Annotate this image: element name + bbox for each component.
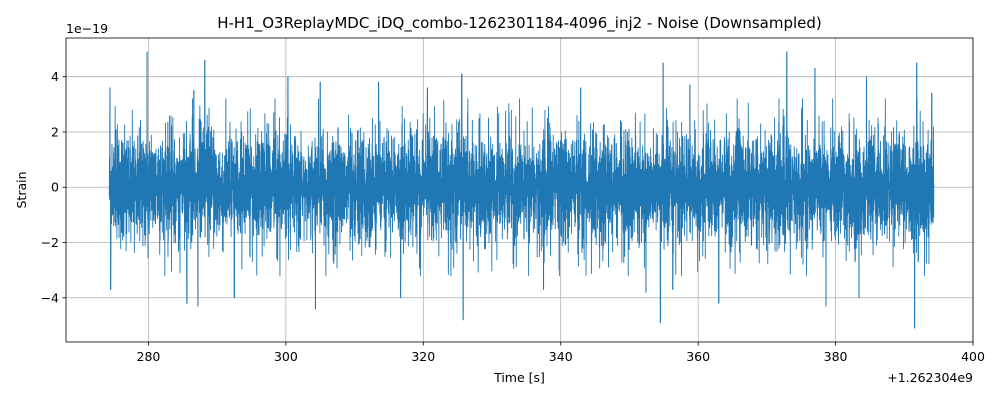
chart-title: H-H1_O3ReplayMDC_iDQ_combo-1262301184-40… [217, 14, 822, 33]
y-axis-ticks: −4 −2 0 2 4 [41, 69, 66, 305]
y-tick-label: −2 [41, 235, 59, 250]
x-tick-label: 340 [549, 349, 573, 364]
x-tick-label: 380 [824, 349, 848, 364]
x-axis-ticks: 280 300 320 340 360 380 400 [137, 342, 985, 364]
x-tick-label: 360 [686, 349, 710, 364]
x-offset-text: +1.262304e9 [887, 370, 973, 385]
y-tick-label: 0 [51, 180, 59, 195]
x-tick-label: 280 [137, 349, 161, 364]
y-tick-label: 2 [51, 124, 59, 139]
y-scale-text: 1e−19 [66, 21, 108, 36]
x-tick-label: 320 [411, 349, 435, 364]
x-axis-label: Time [s] [493, 370, 545, 385]
y-tick-label: −4 [41, 290, 59, 305]
plot-frame [65, 37, 974, 343]
y-axis-label: Strain [14, 171, 29, 208]
strain-series [108, 51, 935, 329]
x-tick-label: 400 [961, 349, 985, 364]
strain-line [108, 51, 935, 329]
y-tick-label: 4 [51, 69, 59, 84]
x-tick-label: 300 [274, 349, 298, 364]
